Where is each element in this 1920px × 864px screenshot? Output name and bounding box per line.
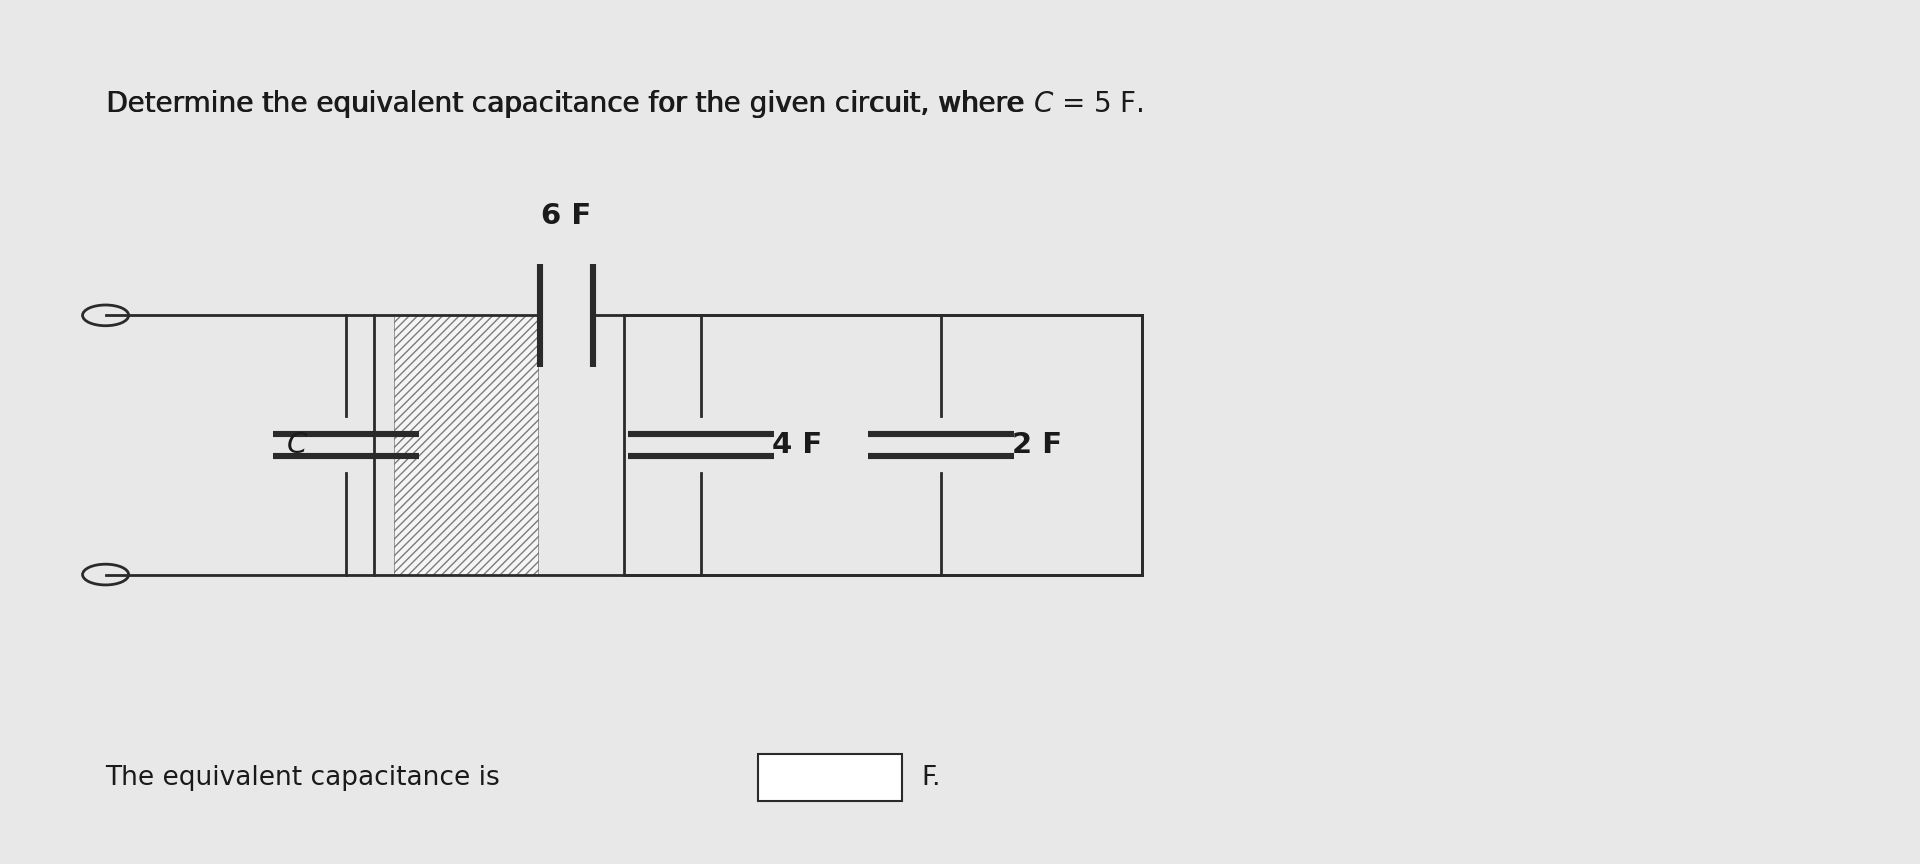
Text: Determine the equivalent capacitance for the given circuit, where: Determine the equivalent capacitance for… [106, 90, 1031, 118]
Text: The equivalent capacitance is: The equivalent capacitance is [106, 765, 501, 791]
Text: Determine the equivalent capacitance for the given circuit, where $C$ = 5 F.: Determine the equivalent capacitance for… [106, 87, 1142, 120]
Bar [394, 315, 538, 575]
Text: 4 F: 4 F [772, 431, 822, 459]
Text: 6 F: 6 F [541, 202, 591, 230]
Bar [624, 315, 1142, 575]
Text: $C$: $C$ [286, 431, 309, 459]
Bar [758, 753, 902, 802]
Text: 2 F: 2 F [1012, 431, 1062, 459]
Text: F.: F. [922, 765, 941, 791]
